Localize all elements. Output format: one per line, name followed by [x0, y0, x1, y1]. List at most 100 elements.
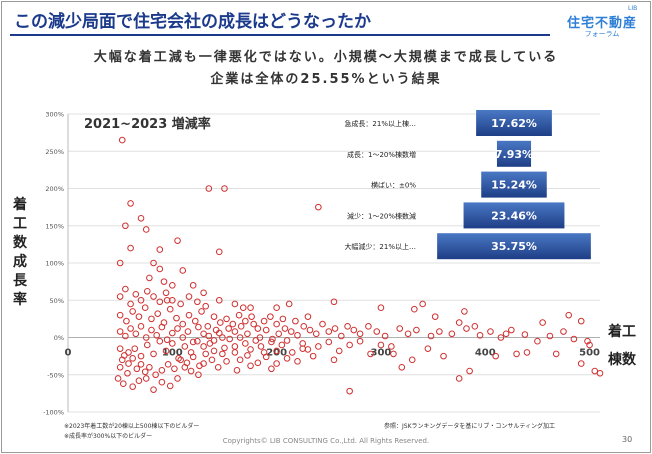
data-point	[244, 352, 251, 359]
data-point	[300, 323, 308, 330]
data-point	[233, 366, 241, 374]
bar-value-label: 7.93%	[495, 148, 533, 161]
data-point	[252, 337, 260, 344]
data-point	[116, 311, 124, 319]
data-point	[440, 352, 447, 360]
data-point	[250, 320, 257, 328]
data-point	[205, 185, 213, 192]
data-point	[455, 319, 463, 326]
data-point	[242, 340, 249, 347]
data-point	[116, 345, 124, 352]
data-point	[306, 326, 314, 334]
data-point	[502, 330, 510, 338]
data-point	[148, 326, 155, 334]
data-point	[196, 362, 203, 370]
logo-sub-text: フォーラム	[584, 30, 620, 38]
data-point	[448, 330, 456, 338]
data-point	[275, 330, 283, 338]
x-tick-label: 0	[65, 348, 72, 359]
data-point	[127, 325, 134, 332]
y-tick-label: 100%	[45, 260, 64, 268]
data-point	[127, 244, 134, 252]
bar-category-label: 横ばい：±0%	[371, 181, 416, 190]
data-point	[315, 203, 322, 211]
data-point	[257, 343, 265, 350]
data-point	[214, 364, 222, 371]
title-underline	[10, 34, 550, 36]
data-point	[129, 308, 136, 315]
data-point	[166, 305, 174, 313]
data-point	[205, 332, 213, 340]
data-point	[273, 347, 280, 355]
y-tick-label: 250%	[45, 148, 64, 156]
data-point	[204, 323, 212, 330]
data-point	[262, 353, 270, 361]
data-point	[194, 337, 201, 345]
data-point	[184, 328, 192, 335]
data-point	[116, 259, 124, 267]
data-point	[325, 328, 333, 335]
data-point	[177, 300, 184, 308]
data-point	[142, 334, 150, 341]
data-point	[183, 359, 191, 367]
data-point	[119, 380, 127, 387]
data-point	[189, 353, 197, 361]
data-point	[237, 323, 245, 330]
data-point	[152, 371, 159, 379]
data-point	[163, 336, 171, 344]
data-point	[216, 319, 224, 326]
data-point	[539, 319, 546, 326]
data-point	[116, 328, 124, 335]
data-point	[242, 317, 249, 325]
data-point	[173, 314, 180, 322]
data-point	[278, 341, 286, 349]
pyramid-bar	[496, 140, 532, 167]
data-point	[162, 347, 170, 355]
data-point	[390, 350, 397, 358]
data-point	[150, 293, 157, 300]
data-point	[225, 325, 232, 332]
data-point	[179, 334, 187, 341]
data-point	[131, 345, 139, 352]
data-point	[150, 259, 157, 267]
data-point	[135, 313, 143, 320]
data-point	[262, 326, 270, 334]
pyramid-bar	[437, 233, 591, 260]
bar-category-label: 急成長：21%以上棟…	[344, 119, 416, 128]
data-point	[577, 317, 585, 325]
data-point	[156, 265, 164, 273]
data-point	[221, 344, 228, 352]
source-note: 参照：JSKランキングデータを基にリブ・コンサルティング加工	[384, 423, 555, 430]
data-point	[346, 387, 353, 395]
data-point	[179, 320, 187, 328]
data-point	[185, 293, 193, 300]
data-point	[377, 341, 385, 349]
data-point	[231, 349, 239, 356]
data-point	[174, 237, 181, 244]
bar-value-label: 23.46%	[491, 209, 537, 222]
data-point	[350, 326, 358, 334]
data-point	[160, 278, 168, 285]
data-point	[268, 338, 275, 346]
data-point	[202, 302, 209, 310]
data-point	[174, 375, 181, 382]
data-point	[200, 289, 207, 297]
data-point	[114, 375, 122, 382]
data-point	[137, 215, 145, 222]
data-point	[118, 136, 126, 144]
data-point	[231, 343, 239, 350]
chart-annotation: 2021~2023 増減率	[84, 116, 211, 132]
data-point	[127, 300, 134, 308]
data-point	[356, 337, 364, 345]
data-point	[260, 317, 268, 325]
y-axis-label: 着工数成長率	[13, 197, 27, 308]
data-point	[226, 335, 233, 343]
data-point	[560, 328, 567, 335]
data-point	[166, 382, 174, 390]
bar-category-label: 減少：1～20%棟数減	[347, 211, 416, 220]
data-point	[189, 282, 197, 289]
x-tick-label: 100	[162, 348, 183, 359]
y-tick-label: 150%	[45, 222, 64, 230]
x-tick-label: 500	[579, 348, 600, 359]
